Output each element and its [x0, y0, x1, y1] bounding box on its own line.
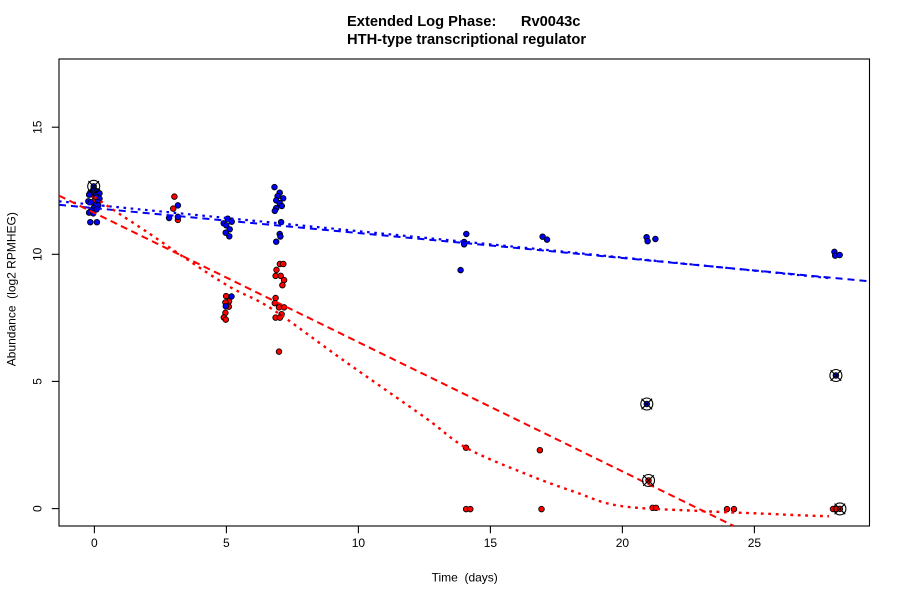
svg-text:0: 0	[91, 536, 98, 550]
svg-text:25: 25	[748, 536, 762, 550]
svg-text:15: 15	[484, 536, 498, 550]
svg-text:0: 0	[31, 505, 45, 512]
svg-text:20: 20	[616, 536, 630, 550]
svg-text:5: 5	[31, 378, 45, 385]
svg-text:5: 5	[223, 536, 230, 550]
svg-text:10: 10	[352, 536, 366, 550]
svg-text:Extended Log Phase: Rv004: Extended Log Phase: Rv0043c	[347, 14, 580, 30]
svg-text:10: 10	[31, 247, 45, 261]
svg-text:15: 15	[31, 120, 45, 134]
svg-text:HTH-type transcriptional regul: HTH-type transcriptional regulator	[347, 32, 586, 48]
svg-text:Time (days): Time (days)	[432, 570, 498, 584]
svg-text:Abundance (log2 RPMHEG): Abundance (log2 RPMHEG)	[5, 212, 19, 366]
